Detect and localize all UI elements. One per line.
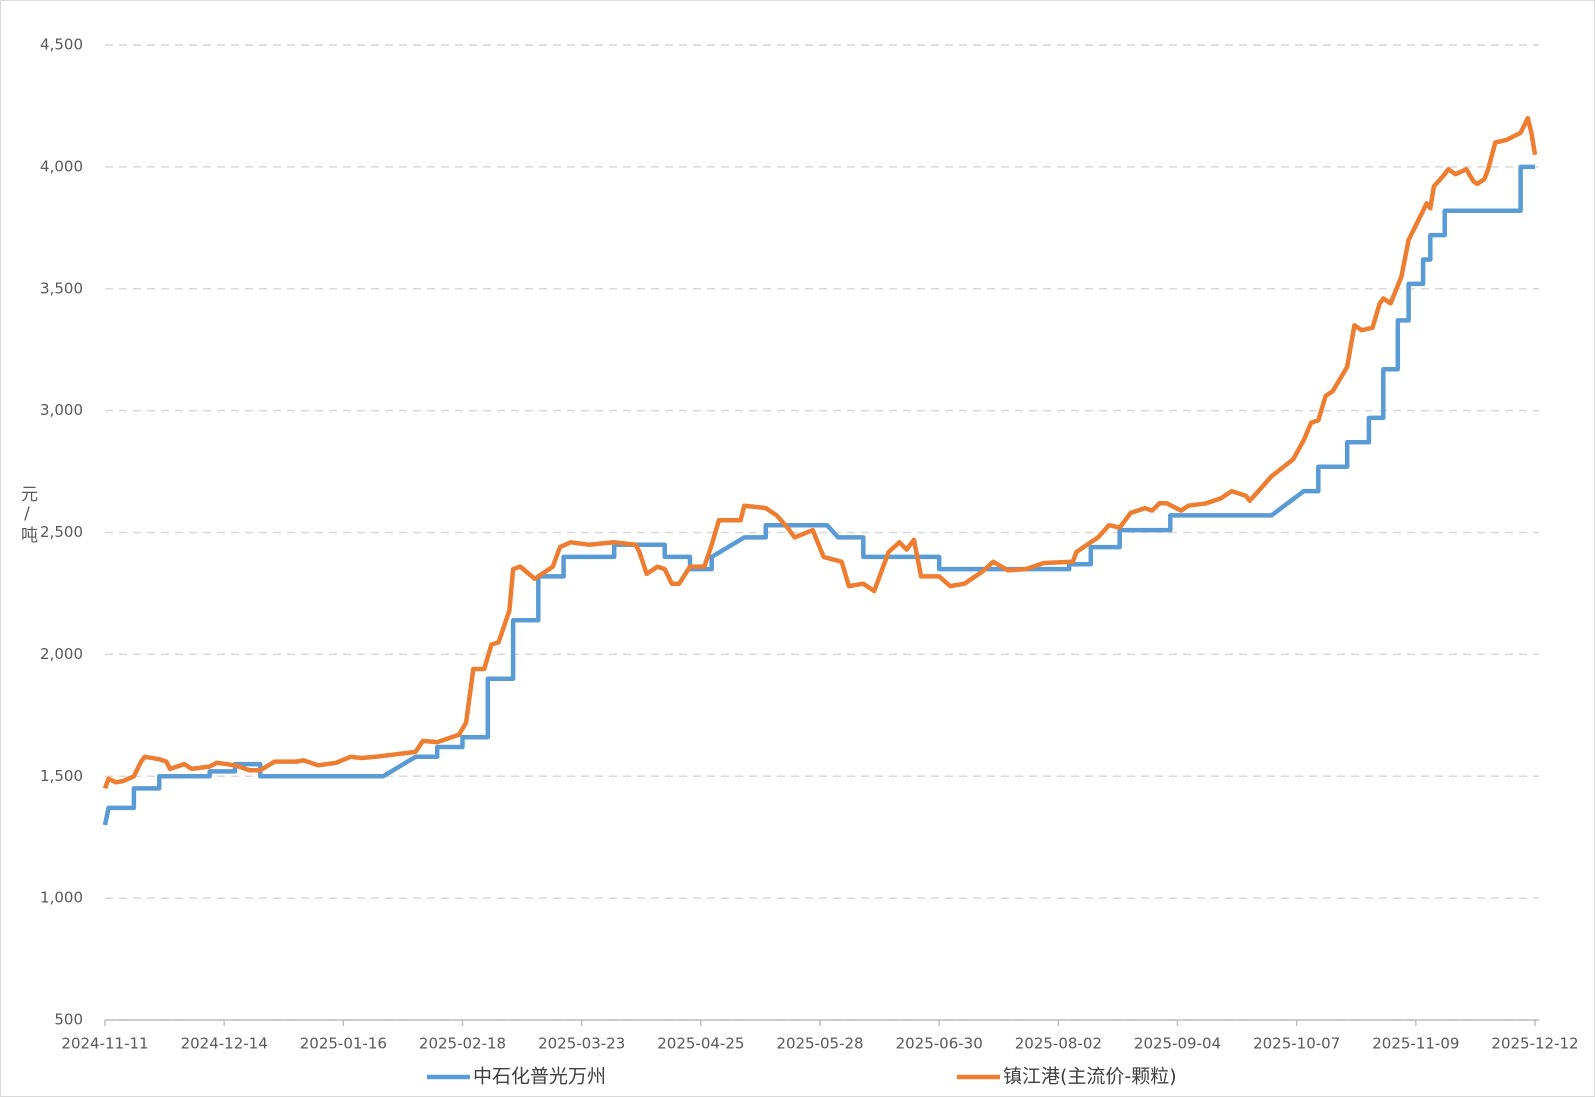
y-tick-label: 4,000 <box>40 157 83 175</box>
x-tick-label: 2024-11-11 <box>61 1035 148 1053</box>
x-tick-label: 2024-12-14 <box>181 1035 268 1053</box>
y-tick-label: 4,500 <box>40 36 83 54</box>
x-tick-label: 2025-03-23 <box>538 1035 625 1053</box>
x-tick-label: 2025-04-25 <box>657 1035 744 1053</box>
x-tick-label: 2025-02-18 <box>419 1035 506 1053</box>
y-axis-label: 元/吨 <box>17 485 37 545</box>
y-tick-label: 3,000 <box>40 401 83 419</box>
y-tick-label: 3,500 <box>40 279 83 297</box>
y-tick-label: 500 <box>54 1011 83 1029</box>
x-tick-label: 2025-11-09 <box>1372 1035 1459 1053</box>
x-tick-label: 2025-10-07 <box>1253 1035 1340 1053</box>
y-tick-label: 1,000 <box>40 889 83 907</box>
y-tick-label: 2,000 <box>40 645 83 663</box>
legend-text: 中石化普光万州 <box>473 1066 606 1088</box>
x-tick-label: 2025-09-04 <box>1134 1035 1221 1053</box>
series-line <box>102 164 1535 826</box>
x-tick-label: 2025-05-28 <box>776 1035 863 1053</box>
x-tick-label: 2025-08-02 <box>1015 1035 1102 1053</box>
legend-text: 镇江港(主流价-颗粒) <box>1003 1066 1177 1088</box>
x-tick-label: 2025-01-16 <box>300 1035 387 1053</box>
x-tick-label: 2025-06-30 <box>896 1035 983 1053</box>
series-line <box>102 115 1538 790</box>
y-tick-label: 2,500 <box>40 523 83 541</box>
x-tick-label: 2025-12-12 <box>1491 1035 1578 1053</box>
y-tick-label: 1,500 <box>40 767 83 785</box>
